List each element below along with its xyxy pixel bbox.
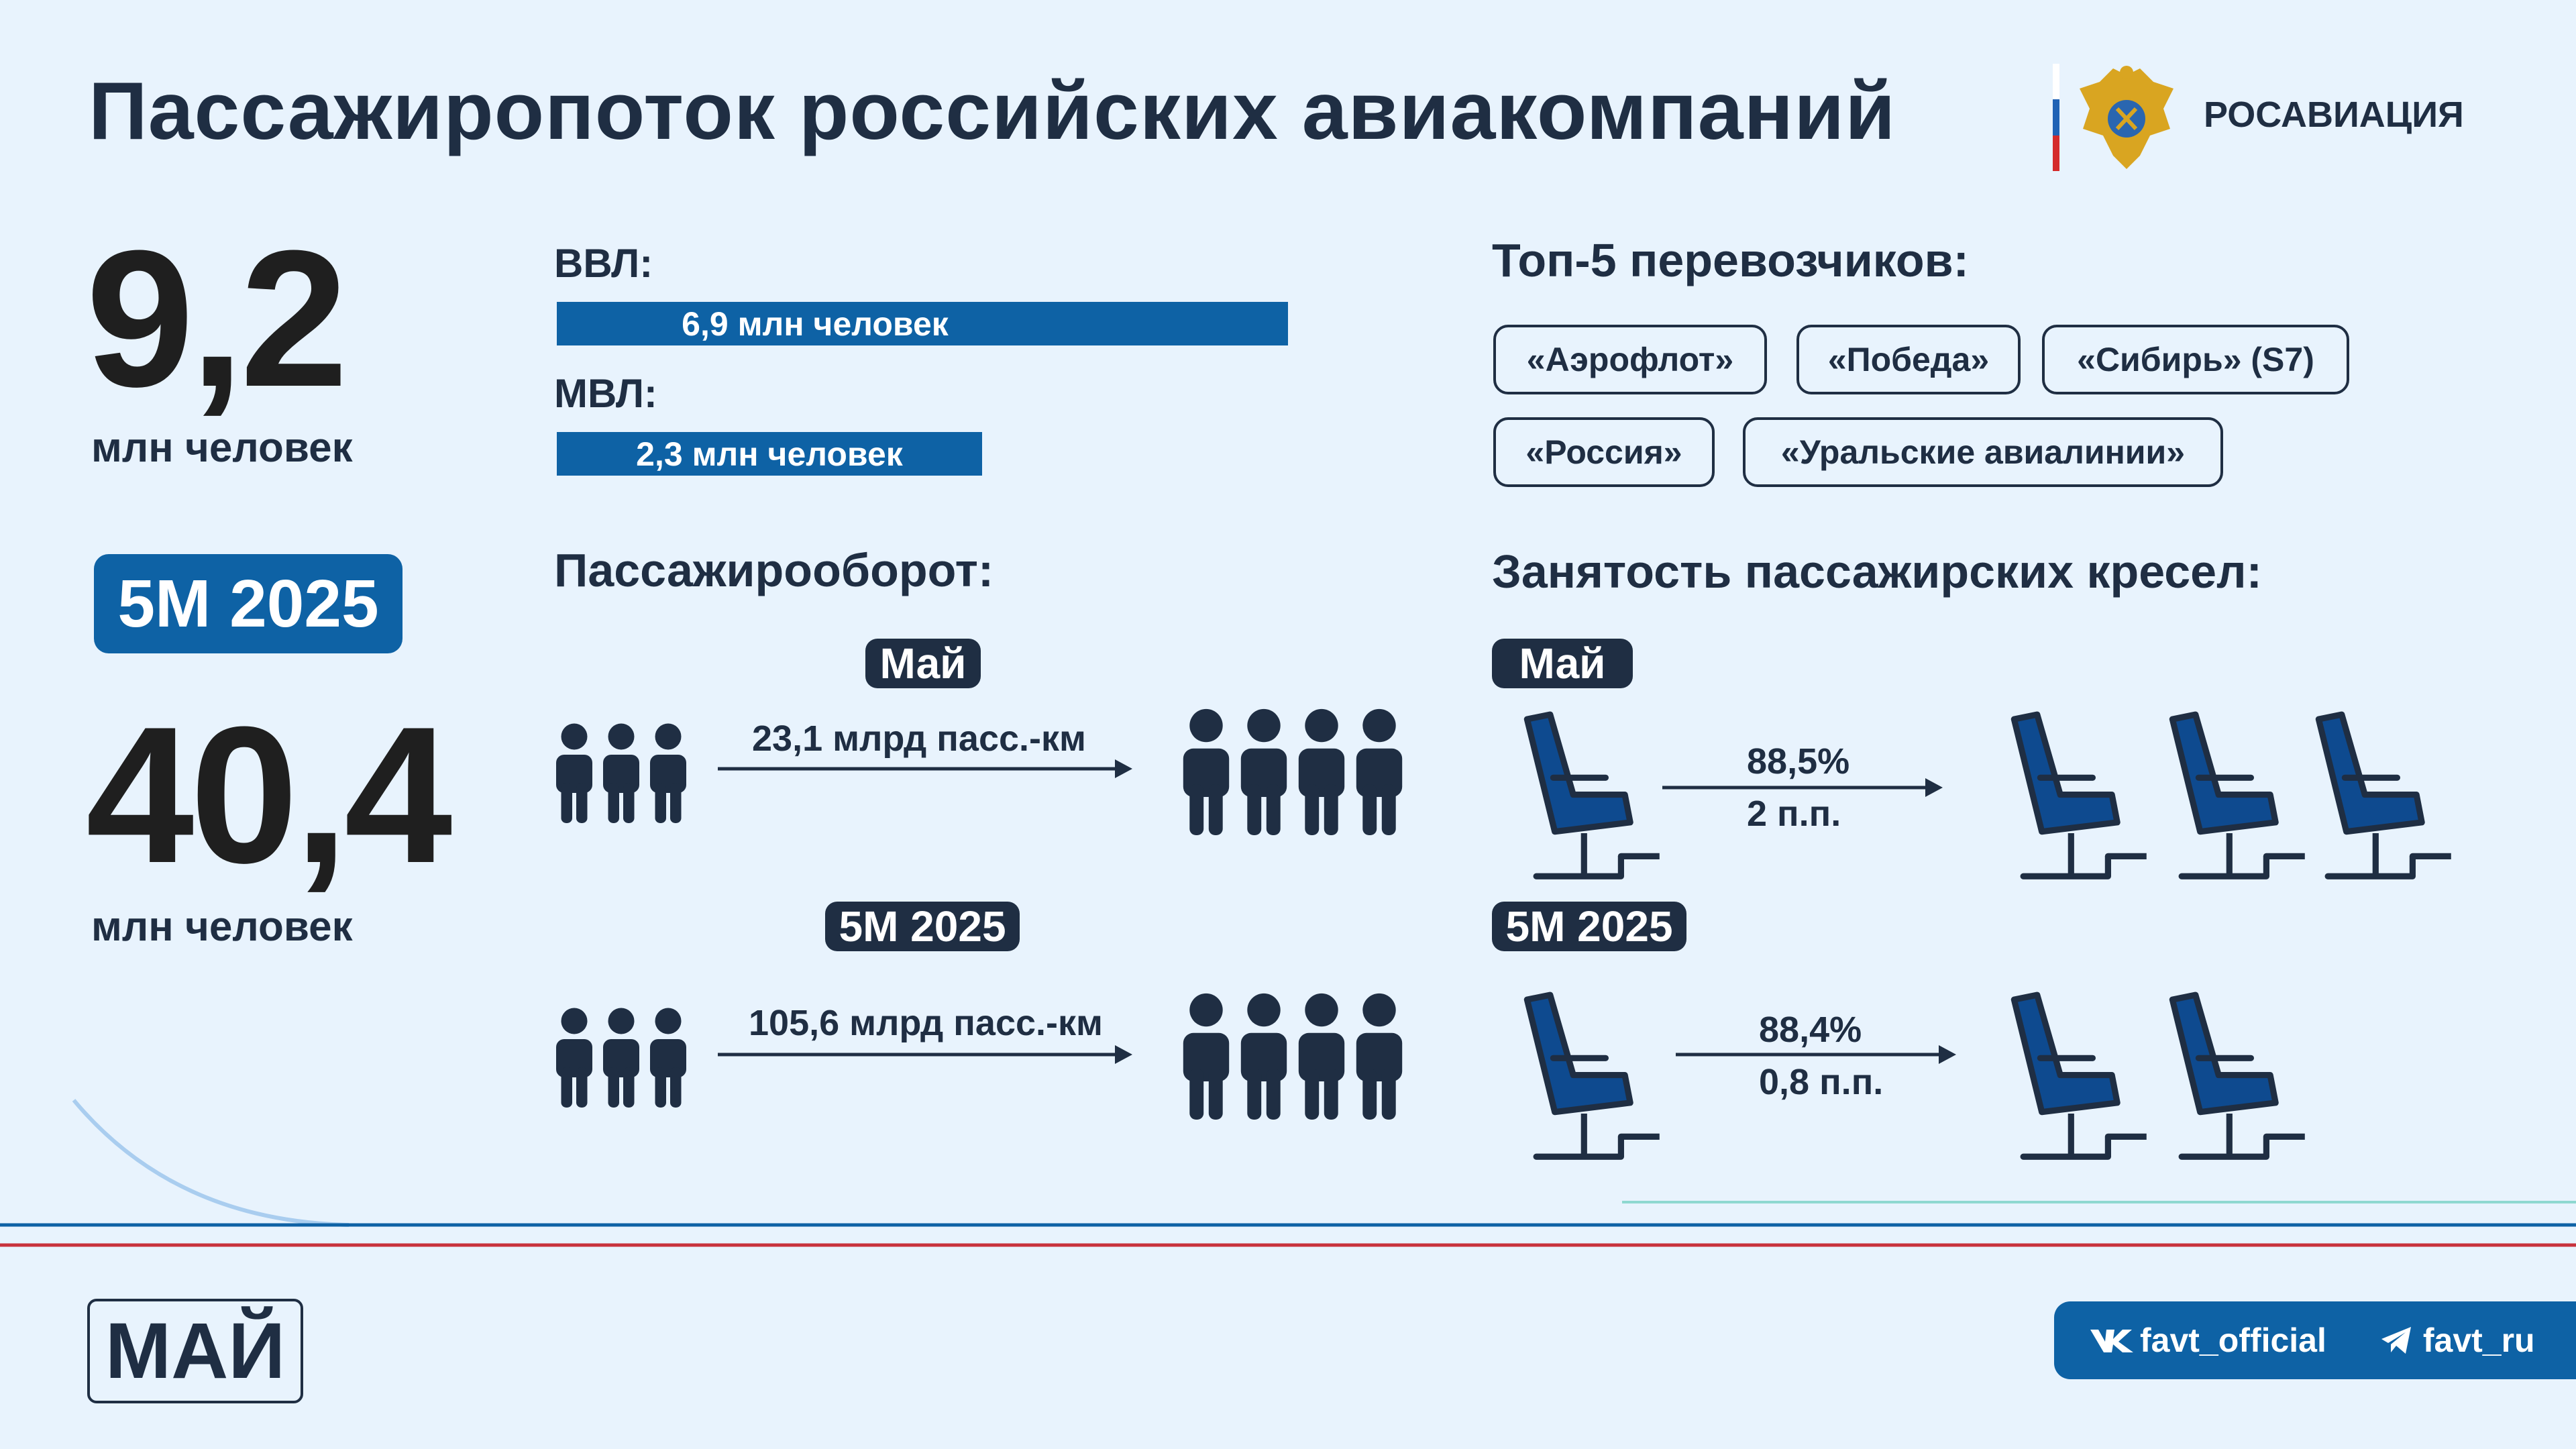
carrier-ural: «Уральские авиалинии»: [1743, 417, 2223, 487]
page-title: Пассажиропоток российских авиакомпаний: [89, 65, 1896, 156]
domestic-label: ВВЛ:: [554, 241, 653, 286]
international-value: 2,3 млн человек: [636, 435, 903, 473]
turnover-may-pill: Май: [865, 639, 981, 688]
occupancy-may-pill: Май: [1492, 639, 1633, 688]
occupancy-period-pill: 5М 2025: [1492, 902, 1686, 951]
arrow-right-icon: [718, 759, 1132, 778]
carrier-aeroflot: «Аэрофлот»: [1493, 325, 1767, 394]
occupancy-may-percent: 88,5%: [1747, 741, 1850, 782]
turnover-title: Пассажирооборот:: [554, 544, 994, 596]
flag-stripe: [2053, 64, 2059, 171]
period-badge: 5М 2025: [94, 554, 402, 653]
carrier-rossiya: «Россия»: [1493, 417, 1715, 487]
turnover-period-value: 105,6 млрд пасс.-км: [749, 1003, 1103, 1043]
occupancy-title: Занятость пассажирских кресел:: [1492, 545, 2262, 598]
telegram-icon: [2381, 1327, 2411, 1354]
may-unit: млн человек: [91, 425, 353, 471]
domestic-value: 6,9 млн человек: [682, 305, 949, 343]
passenger-seat-icon: [1992, 708, 2147, 885]
international-bar: 2,3 млн человек: [557, 432, 982, 476]
carrier-pobeda: «Победа»: [1796, 325, 2021, 394]
social-links: favt_official favt_ru: [2054, 1301, 2576, 1379]
vk-icon: [2090, 1330, 2133, 1352]
tg-handle[interactable]: favt_ru: [2422, 1322, 2535, 1359]
arrow-right-icon: [1676, 1045, 1956, 1064]
arrow-right-icon: [1662, 778, 1943, 797]
month-badge: МАЙ: [87, 1299, 303, 1403]
occupancy-period-percent: 88,4%: [1759, 1010, 1862, 1050]
passenger-seat-icon: [2297, 708, 2451, 885]
may-total: 9,2: [86, 210, 348, 427]
decorative-lines: [0, 1099, 2576, 1247]
turnover-may-value: 23,1 млрд пасс.-км: [752, 718, 1086, 759]
occupancy-may-change: 2 п.п.: [1747, 794, 1841, 834]
international-label: МВЛ:: [554, 371, 657, 416]
passenger-seat-icon: [2151, 708, 2305, 885]
vk-handle[interactable]: favt_official: [2140, 1322, 2326, 1359]
passenger-seat-icon: [1505, 708, 1660, 885]
people-group-large-icon: [1183, 708, 1403, 835]
double-headed-eagle-emblem-icon: [2080, 66, 2174, 169]
turnover-period-pill: 5М 2025: [825, 902, 1020, 951]
period-total: 40,4: [86, 686, 452, 904]
domestic-bar: 6,9 млн человек: [557, 302, 1288, 345]
people-group-small-icon: [556, 723, 686, 823]
brand-name: РОСАВИАЦИЯ: [2204, 95, 2464, 135]
occupancy-period-change: 0,8 п.п.: [1759, 1062, 1884, 1102]
carrier-sibir: «Сибирь» (S7): [2042, 325, 2349, 394]
period-unit: млн человек: [91, 904, 353, 950]
arrow-right-icon: [718, 1045, 1132, 1064]
carriers-title: Топ-5 перевозчиков:: [1492, 234, 1969, 286]
